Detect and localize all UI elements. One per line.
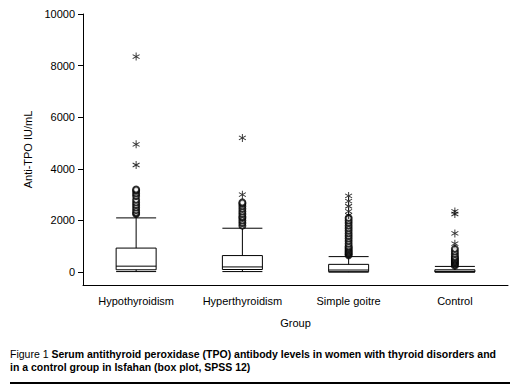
svg-text:0: 0 — [69, 266, 75, 278]
svg-text:Hypothyroidism: Hypothyroidism — [98, 295, 174, 307]
svg-text:2000: 2000 — [51, 214, 75, 226]
svg-text:6000: 6000 — [51, 111, 75, 123]
svg-text:4000: 4000 — [51, 163, 75, 175]
svg-text:Control: Control — [437, 295, 472, 307]
html-text:Figure 1 Serum antithyroid per: Figure 1 Serum antithyroid peroxidase (T… — [10, 348, 496, 373]
svg-text:Simple goitre: Simple goitre — [317, 295, 381, 307]
svg-text:Hyperthyroidism: Hyperthyroidism — [203, 295, 282, 307]
svg-text:10000: 10000 — [44, 8, 75, 20]
svg-text:8000: 8000 — [51, 60, 75, 72]
svg-text:Anti-TPO IU/mL: Anti-TPO IU/mL — [22, 111, 34, 189]
svg-text:Group: Group — [280, 317, 311, 329]
